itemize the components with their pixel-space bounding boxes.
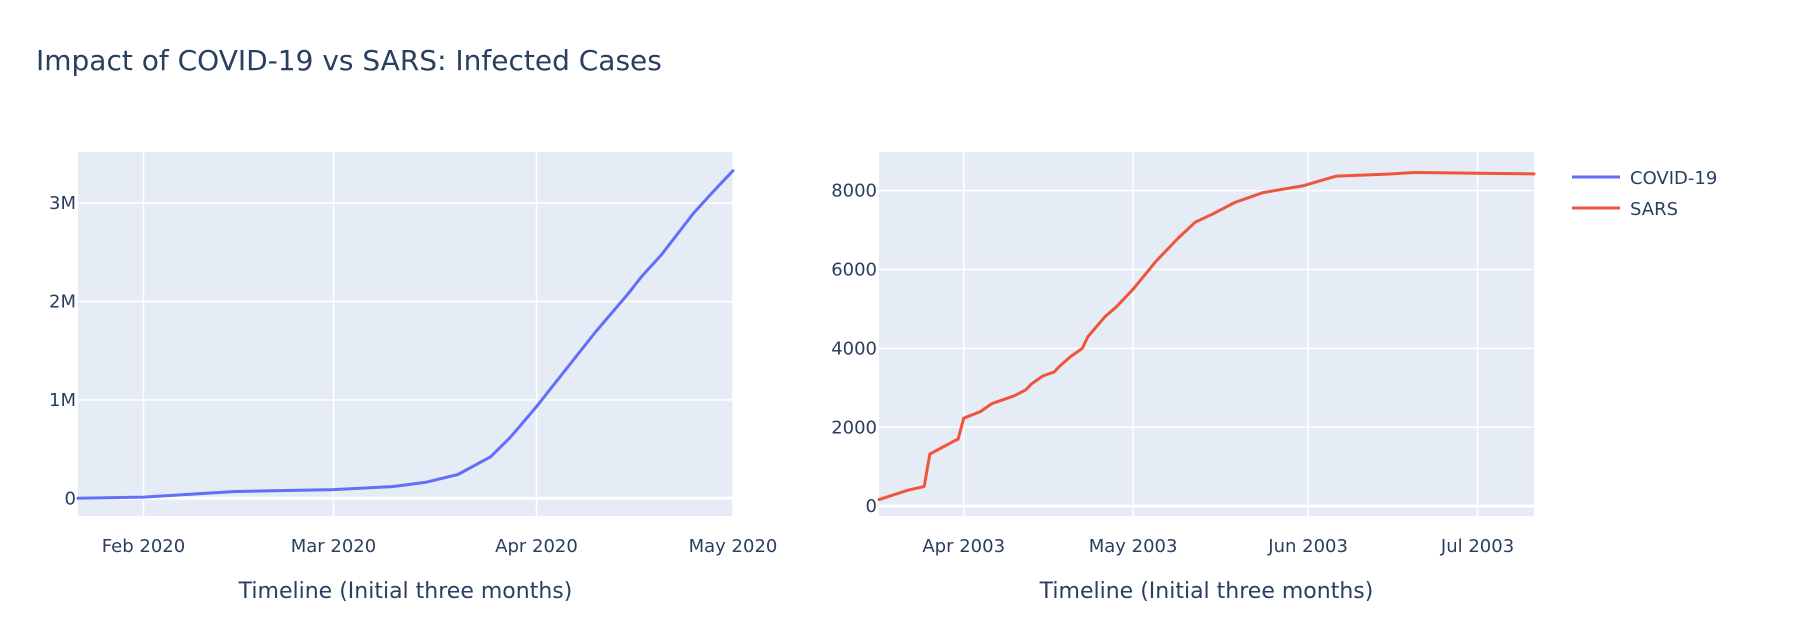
legend-label-sars: SARS — [1630, 199, 1678, 220]
y-tick-label: 6000 — [831, 260, 877, 281]
y-tick-label: 0 — [866, 496, 877, 517]
x-tick-label: Jul 2003 — [1440, 536, 1514, 557]
x-tick-label: Apr 2020 — [495, 536, 578, 557]
legend[interactable]: COVID-19 SARS — [1572, 168, 1717, 220]
series-line-covid-19[interactable] — [76, 169, 735, 500]
x-axis-title: Timeline (Initial three months) — [1039, 579, 1374, 604]
sars-subplot: Apr 2003 May 2003 Jun 2003 Jul 2003 0 2000 400… — [831, 152, 1536, 604]
x-tick-label: Mar 2020 — [291, 536, 377, 557]
chart-title: Impact of COVID-19 vs SARS: Infected Cas… — [36, 44, 662, 77]
y-tick-label: 1M — [49, 390, 76, 411]
y-tick-label: 0 — [65, 488, 76, 509]
legend-label-covid: COVID-19 — [1630, 168, 1717, 189]
y-tick-label: 2M — [49, 292, 76, 313]
x-tick-label: Apr 2003 — [922, 536, 1005, 557]
plot-background — [78, 152, 733, 516]
y-tick-label: 2000 — [831, 417, 877, 438]
series-line-sars[interactable] — [877, 171, 1536, 502]
x-tick-label: Feb 2020 — [102, 536, 185, 557]
covid-subplot: Feb 2020 Mar 2020 Apr 2020 May 2020 0 1M 2M 3M T… — [49, 152, 777, 604]
y-tick-label: 3M — [49, 193, 76, 214]
x-tick-label: May 2020 — [689, 536, 778, 557]
y-tick-label: 4000 — [831, 338, 877, 359]
x-tick-label: May 2003 — [1089, 536, 1178, 557]
legend-item-covid[interactable]: COVID-19 — [1572, 168, 1717, 189]
legend-item-sars[interactable]: SARS — [1572, 199, 1678, 220]
x-axis-title: Timeline (Initial three months) — [238, 579, 573, 604]
x-tick-label: Jun 2003 — [1267, 536, 1348, 557]
plot-background — [879, 152, 1534, 516]
y-tick-label: 8000 — [831, 181, 877, 202]
